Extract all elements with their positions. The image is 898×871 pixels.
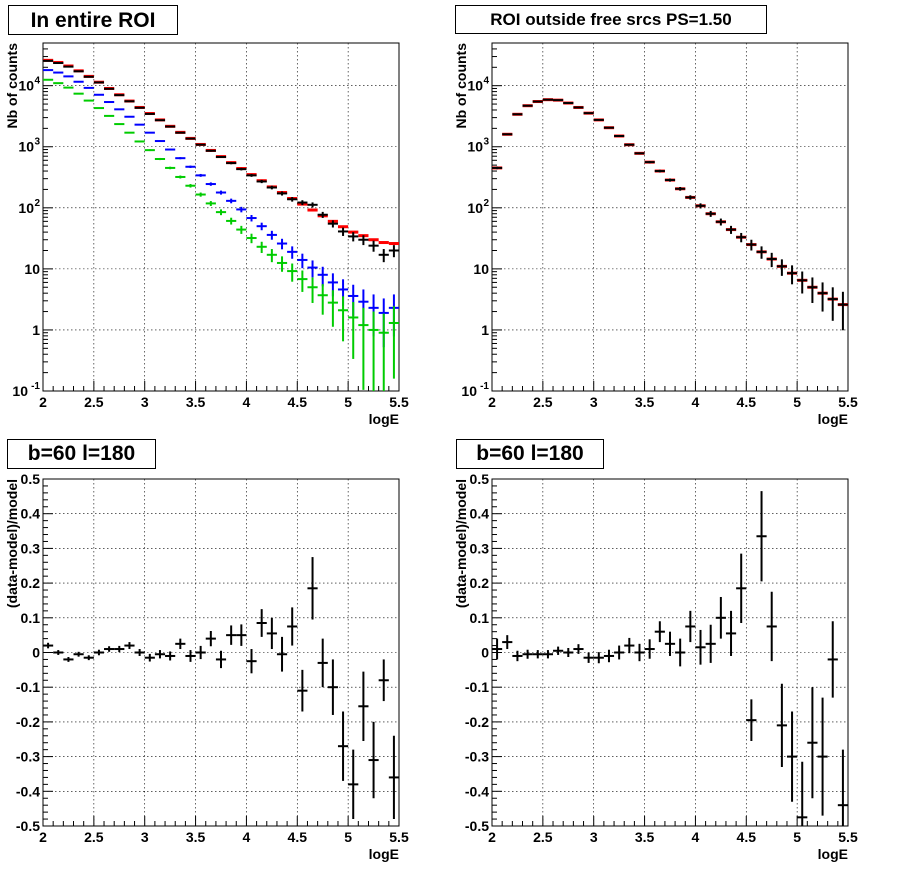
x-axis-label: logE bbox=[818, 846, 848, 862]
y-tick-label: -0.5 bbox=[465, 818, 489, 834]
x-tick-label: 3.5 bbox=[186, 394, 206, 410]
x-tick-label: 3.5 bbox=[186, 829, 206, 845]
y-tick-label: 10 bbox=[467, 78, 483, 94]
y-tick-label: -0.1 bbox=[465, 679, 489, 695]
x-tick-label: 5 bbox=[793, 394, 801, 410]
y-tick-label: 0.4 bbox=[470, 506, 490, 522]
series-1 bbox=[43, 557, 399, 820]
y-tick-exponent: -1 bbox=[480, 381, 489, 392]
x-tick-label: 4 bbox=[692, 394, 700, 410]
y-axis-label: Nb of counts bbox=[453, 43, 469, 129]
y-axis-label: Nb of counts bbox=[4, 43, 20, 129]
y-tick-label: -0.2 bbox=[465, 714, 489, 730]
y-tick-label: 10 bbox=[24, 261, 40, 277]
series-2 bbox=[43, 59, 399, 263]
y-axis-label: (data-model)/model bbox=[4, 479, 20, 608]
x-tick-label: 3 bbox=[590, 394, 598, 410]
x-tick-label: 2.5 bbox=[533, 829, 553, 845]
y-tick-exponent: 3 bbox=[34, 137, 40, 148]
chart-title-1: In entire ROI bbox=[8, 5, 178, 35]
x-tick-label: 2 bbox=[488, 829, 496, 845]
y-tick-label: 0.3 bbox=[21, 540, 41, 556]
x-tick-label: 2.5 bbox=[84, 394, 104, 410]
y-tick-label: -0.3 bbox=[16, 749, 40, 765]
y-tick-label: -0.4 bbox=[465, 783, 489, 799]
x-tick-label: 2 bbox=[39, 394, 47, 410]
y-tick-exponent: 2 bbox=[483, 198, 489, 209]
y-tick-label: 10 bbox=[467, 200, 483, 216]
x-tick-label: 3 bbox=[141, 829, 149, 845]
y-tick-exponent: 2 bbox=[34, 198, 40, 209]
x-axis-label: logE bbox=[818, 411, 848, 427]
x-tick-label: 5 bbox=[793, 829, 801, 845]
y-tick-label: 0.3 bbox=[470, 540, 490, 556]
y-tick-exponent: 4 bbox=[34, 76, 40, 87]
x-tick-label: 4 bbox=[243, 829, 251, 845]
x-tick-label: 2 bbox=[39, 829, 47, 845]
x-tick-label: 5 bbox=[344, 394, 352, 410]
series-2 bbox=[492, 98, 848, 331]
x-tick-label: 3 bbox=[141, 394, 149, 410]
y-tick-label: 1 bbox=[32, 322, 40, 338]
series-3 bbox=[43, 69, 399, 348]
x-tick-label: 4 bbox=[243, 394, 251, 410]
y-tick-label: -0.4 bbox=[16, 783, 40, 799]
x-tick-label: 5.5 bbox=[838, 394, 858, 410]
x-axis-label: logE bbox=[369, 846, 399, 862]
y-tick-label: 10 bbox=[461, 383, 477, 399]
y-tick-label: 0 bbox=[481, 645, 489, 661]
y-tick-label: 10 bbox=[18, 200, 34, 216]
plot-frame bbox=[491, 42, 849, 392]
x-tick-label: 3.5 bbox=[635, 394, 655, 410]
x-tick-label: 2 bbox=[488, 394, 496, 410]
y-tick-label: 0.4 bbox=[21, 506, 41, 522]
y-tick-label: 0.1 bbox=[470, 610, 490, 626]
y-tick-exponent: 4 bbox=[483, 76, 489, 87]
y-tick-label: -0.2 bbox=[16, 714, 40, 730]
y-tick-label: -0.3 bbox=[465, 749, 489, 765]
y-tick-label: -0.5 bbox=[16, 818, 40, 834]
x-tick-label: 3 bbox=[590, 829, 598, 845]
series-4 bbox=[43, 78, 399, 391]
x-axis-label: logE bbox=[369, 411, 399, 427]
chart-title-4: b=60 l=180 bbox=[456, 439, 604, 469]
y-tick-label: 0 bbox=[32, 645, 40, 661]
x-tick-label: 5.5 bbox=[389, 394, 409, 410]
series-1 bbox=[43, 58, 399, 246]
y-tick-label: 0.5 bbox=[21, 471, 41, 487]
y-tick-exponent: 3 bbox=[483, 137, 489, 148]
y-tick-label: 10 bbox=[467, 139, 483, 155]
y-tick-label: 0.2 bbox=[470, 575, 490, 591]
x-tick-label: 3.5 bbox=[635, 829, 655, 845]
x-tick-label: 2.5 bbox=[533, 394, 553, 410]
x-tick-label: 4.5 bbox=[737, 394, 757, 410]
y-tick-label: 10 bbox=[18, 139, 34, 155]
chart-title-2: ROI outside free srcs PS=1.50 bbox=[455, 5, 767, 34]
y-tick-label: 0.1 bbox=[21, 610, 41, 626]
y-tick-label: 1 bbox=[481, 322, 489, 338]
y-tick-label: 10 bbox=[18, 78, 34, 94]
x-tick-label: 5.5 bbox=[389, 829, 409, 845]
x-tick-label: 4.5 bbox=[288, 394, 308, 410]
x-tick-label: 4 bbox=[692, 829, 700, 845]
x-tick-label: 4.5 bbox=[737, 829, 757, 845]
y-tick-label: 10 bbox=[473, 261, 489, 277]
chart-title-3: b=60 l=180 bbox=[7, 439, 156, 469]
y-tick-label: 0.5 bbox=[470, 471, 490, 487]
y-tick-label: 10 bbox=[12, 383, 28, 399]
x-tick-label: 5 bbox=[344, 829, 352, 845]
y-tick-label: 0.2 bbox=[21, 575, 41, 591]
y-tick-exponent: -1 bbox=[31, 381, 40, 392]
series-1 bbox=[492, 491, 848, 826]
x-tick-label: 2.5 bbox=[84, 829, 104, 845]
y-axis-label: (data-model)/model bbox=[453, 479, 469, 608]
x-tick-label: 4.5 bbox=[288, 829, 308, 845]
x-tick-label: 5.5 bbox=[838, 829, 858, 845]
y-tick-label: -0.1 bbox=[16, 679, 40, 695]
